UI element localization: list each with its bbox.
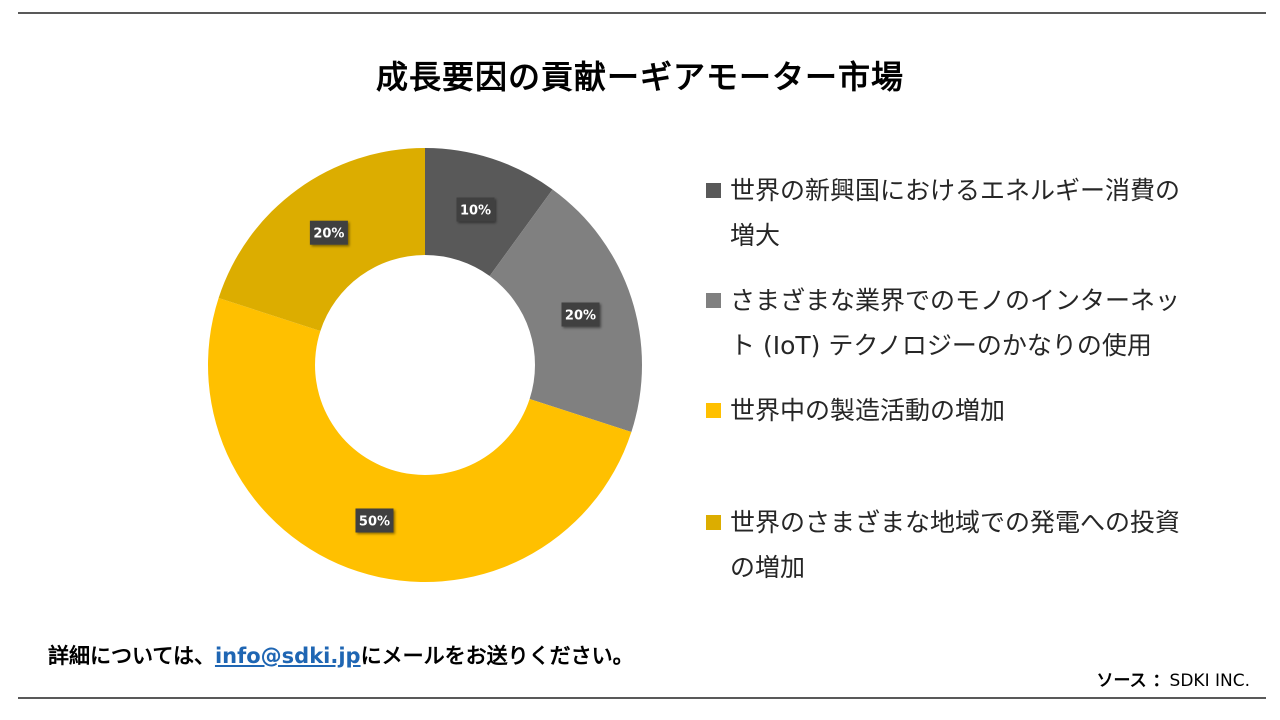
- slice-data-label: 20%: [561, 302, 600, 327]
- legend-label: 世界のさまざまな地域での発電への投資 の増加: [730, 508, 1181, 582]
- data-label-text: 20%: [313, 227, 344, 242]
- slice-data-label: 20%: [309, 220, 348, 245]
- data-label-box: [309, 220, 348, 245]
- contact-suffix: にメールをお送りください。: [360, 644, 634, 668]
- source-credit: ソース ：SDKI INC.: [1096, 666, 1250, 691]
- contact-note: 詳細については、info@sdki.jpにメールをお送りください。: [48, 640, 634, 670]
- contact-email-link[interactable]: info@sdki.jp: [214, 644, 361, 668]
- legend-item: 世界のさまざまな地域での発電への投資 の増加: [706, 500, 1226, 590]
- donut-chart: 10% 20% 50% 20%: [207, 148, 642, 582]
- slice-data-label: 10%: [456, 197, 495, 222]
- top-divider: [18, 12, 1266, 14]
- data-label-text: 20%: [565, 308, 596, 323]
- legend-swatch: [706, 183, 721, 198]
- legend-label: さまざまな業界でのモノのインターネッ ト (IoT) テクノロジーのかなりの使用: [730, 286, 1181, 360]
- donut-slice: [207, 297, 632, 582]
- slice-data-label: 50%: [355, 508, 394, 533]
- legend-item: 世界中の製造活動の増加: [706, 388, 1226, 433]
- chart-title: 成長要因の貢献ーギアモーター市場: [375, 58, 904, 96]
- contact-prefix: 詳細については、: [48, 644, 215, 668]
- bottom-divider: [18, 697, 1266, 699]
- legend-swatch: [706, 403, 721, 418]
- legend-swatch: [706, 515, 721, 530]
- legend-item: 世界の新興国におけるエネルギー消費の 増大: [706, 168, 1226, 258]
- source-label: ソース ：: [1096, 671, 1170, 691]
- data-label-text: 10%: [460, 204, 491, 219]
- legend-swatch: [706, 293, 721, 308]
- data-label-box: [561, 302, 600, 327]
- data-label-box: [456, 197, 495, 222]
- legend-item: さまざまな業界でのモノのインターネッ ト (IoT) テクノロジーのかなりの使用: [706, 278, 1226, 368]
- data-label-box: [355, 508, 394, 533]
- legend-label: 世界の新興国におけるエネルギー消費の 増大: [730, 176, 1181, 250]
- source-value: SDKI INC.: [1169, 671, 1250, 691]
- data-label-text: 50%: [359, 514, 390, 529]
- legend-label: 世界中の製造活動の増加: [730, 396, 1006, 425]
